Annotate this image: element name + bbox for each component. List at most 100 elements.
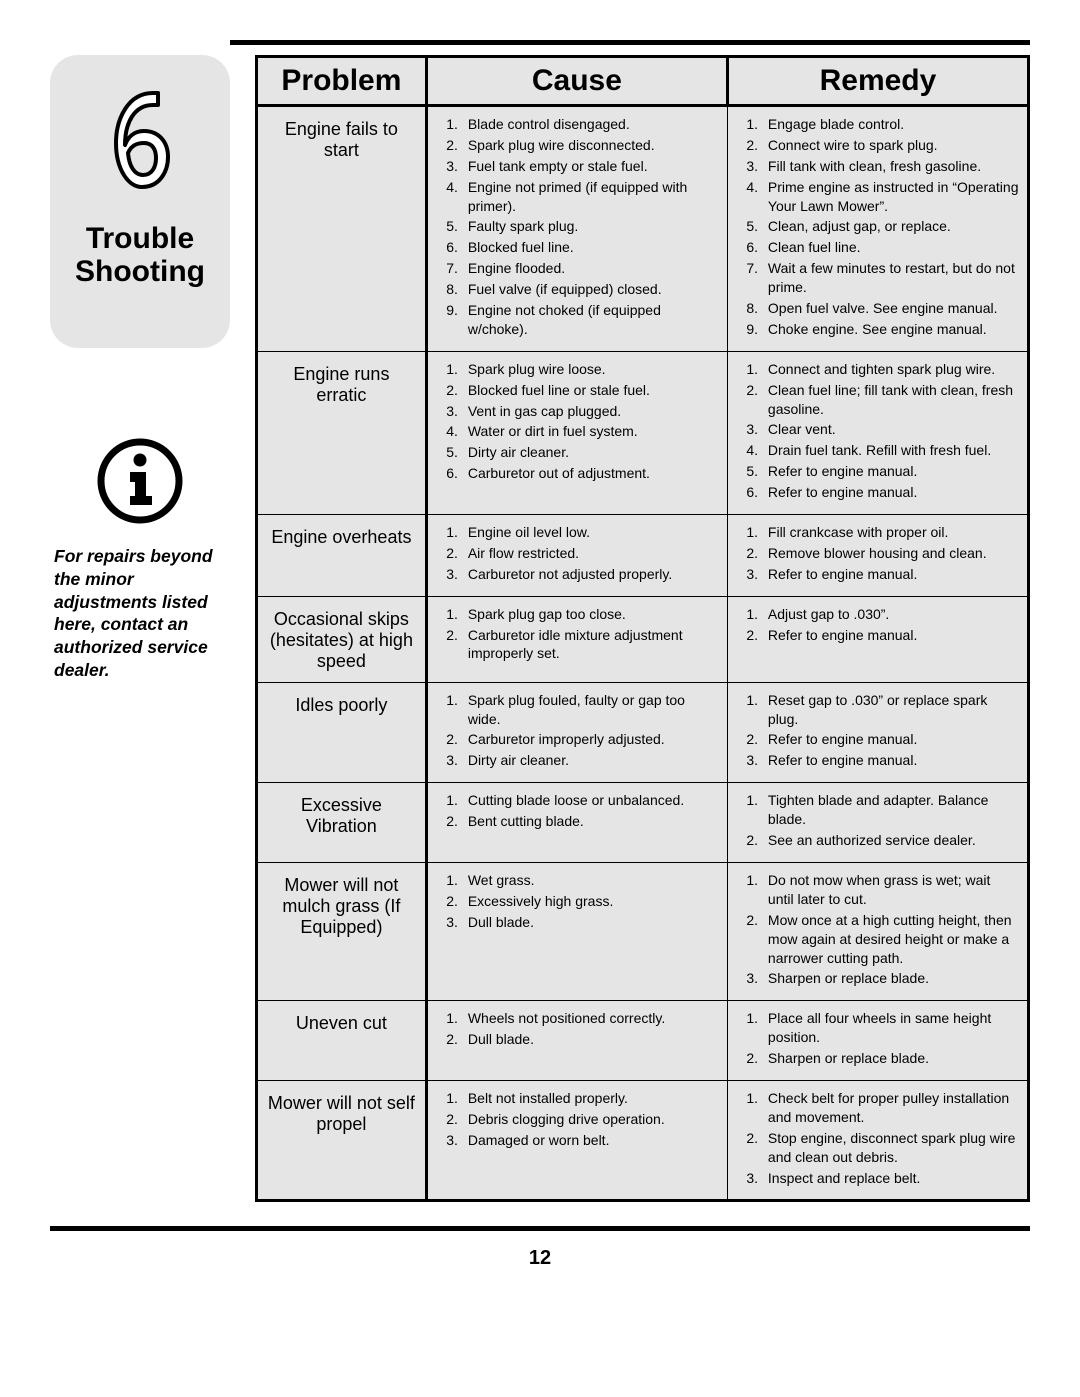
manual-page: Trouble Shooting For repairs beyond the …: [0, 0, 1080, 1397]
list-item: Mow once at a high cutting height, then …: [762, 911, 1019, 968]
cause-cell: Belt not installed properly.Debris clogg…: [426, 1080, 727, 1200]
problem-cell: Idles poorly: [257, 682, 427, 783]
cause-cell-list: Belt not installed properly.Debris clogg…: [436, 1089, 719, 1150]
list-item: Debris clogging drive operation.: [462, 1110, 719, 1129]
remedy-cell-list: Engage blade control. Connect wire to spa…: [736, 115, 1019, 339]
list-item: Carburetor idle mixture adjustment impro…: [462, 626, 719, 664]
list-item: Stop engine, disconnect spark plug wire …: [762, 1129, 1019, 1167]
table-row: Engine fails to startBlade control disen…: [257, 106, 1029, 352]
table-body: Engine fails to startBlade control disen…: [257, 106, 1029, 1201]
cause-cell: Wet grass.Excessively high grass.Dull bl…: [426, 862, 727, 1000]
list-item: Fuel tank empty or stale fuel.: [462, 157, 719, 176]
list-item: Refer to engine manual.: [762, 751, 1019, 770]
list-item: Dull blade.: [462, 913, 719, 932]
list-item: Engine not primed (if equipped with prim…: [462, 178, 719, 216]
cause-cell: Spark plug gap too close. Carburetor idle…: [426, 596, 727, 682]
list-item: Wheels not positioned correctly.: [462, 1009, 719, 1028]
list-item: Fuel valve (if equipped) closed.: [462, 280, 719, 299]
table-row: Engine overheatsEngine oil level low.Air…: [257, 515, 1029, 597]
list-item: Blocked fuel line.: [462, 238, 719, 257]
list-item: Check belt for proper pulley installatio…: [762, 1089, 1019, 1127]
list-item: Tighten blade and adapter. Balance blade…: [762, 791, 1019, 829]
cause-cell-list: Cutting blade loose or unbalanced.Bent c…: [436, 791, 719, 831]
chapter-title-line-1: Trouble: [86, 222, 194, 255]
remedy-cell: Reset gap to .030” or replace spark plug…: [727, 682, 1028, 783]
cause-cell-list: Blade control disengaged. Spark plug wire…: [436, 115, 719, 339]
list-item: Spark plug gap too close.: [462, 605, 719, 624]
table-header-row: Problem Cause Remedy: [257, 57, 1029, 106]
list-item: Connect and tighten spark plug wire.: [762, 360, 1019, 379]
list-item: Dull blade.: [462, 1030, 719, 1049]
cause-cell: Engine oil level low.Air flow restricted…: [426, 515, 727, 597]
cause-cell-list: Spark plug fouled, faulty or gap too wid…: [436, 691, 719, 771]
cause-cell-list: Wet grass.Excessively high grass.Dull bl…: [436, 871, 719, 932]
table-row: Mower will not self propelBelt not insta…: [257, 1080, 1029, 1200]
list-item: Choke engine. See engine manual.: [762, 320, 1019, 339]
list-item: Bent cutting blade.: [462, 812, 719, 831]
table-row: Idles poorly Spark plug fouled, faulty or…: [257, 682, 1029, 783]
problem-cell: Mower will not mulch grass (If Equipped): [257, 862, 427, 1000]
col-header-remedy: Remedy: [727, 57, 1028, 106]
remedy-cell: Adjust gap to .030”.Refer to engine manu…: [727, 596, 1028, 682]
content-row: Trouble Shooting For repairs beyond the …: [50, 55, 1030, 1202]
remedy-cell: Connect and tighten spark plug wire. Clea…: [727, 351, 1028, 514]
col-header-problem: Problem: [257, 57, 427, 106]
list-item: Clean fuel line; fill tank with clean, f…: [762, 381, 1019, 419]
list-item: Prime engine as instructed in “Operating…: [762, 178, 1019, 216]
troubleshooting-table: Problem Cause Remedy Engine fails to sta…: [255, 55, 1030, 1202]
chapter-title-line-2: Shooting: [75, 255, 205, 288]
cause-cell-list: Spark plug gap too close. Carburetor idle…: [436, 605, 719, 664]
list-item: Faulty spark plug.: [462, 217, 719, 236]
remedy-cell: Place all four wheels in same height pos…: [727, 1001, 1028, 1081]
cause-cell: Cutting blade loose or unbalanced.Bent c…: [426, 783, 727, 863]
list-item: Connect wire to spark plug.: [762, 136, 1019, 155]
table-row: Excessive VibrationCutting blade loose o…: [257, 783, 1029, 863]
remedy-cell: Engage blade control. Connect wire to spa…: [727, 106, 1028, 352]
cause-cell-list: Engine oil level low.Air flow restricted…: [436, 523, 719, 584]
problem-cell: Engine overheats: [257, 515, 427, 597]
remedy-cell-list: Place all four wheels in same height pos…: [736, 1009, 1019, 1068]
list-item: Air flow restricted.: [462, 544, 719, 563]
list-item: Blade control disengaged.: [462, 115, 719, 134]
list-item: Excessively high grass.: [462, 892, 719, 911]
chapter-number-icon: [98, 83, 182, 195]
list-item: Refer to engine manual.: [762, 730, 1019, 749]
list-item: Engine not choked (if equipped w/choke).: [462, 301, 719, 339]
list-item: Clean, adjust gap, or replace.: [762, 217, 1019, 236]
problem-cell: Engine fails to start: [257, 106, 427, 352]
list-item: Fill crankcase with proper oil.: [762, 523, 1019, 542]
cause-cell: Blade control disengaged. Spark plug wire…: [426, 106, 727, 352]
remedy-cell: Fill crankcase with proper oil. Remove bl…: [727, 515, 1028, 597]
list-item: Dirty air cleaner.: [462, 751, 719, 770]
table-row: Uneven cut Wheels not positioned correctl…: [257, 1001, 1029, 1081]
table-row: Engine runs erraticSpark plug wire loose…: [257, 351, 1029, 514]
page-number: 12: [50, 1247, 1030, 1270]
list-item: Do not mow when grass is wet; wait until…: [762, 871, 1019, 909]
list-item: Clear vent.: [762, 420, 1019, 439]
cause-cell: Spark plug fouled, faulty or gap too wid…: [426, 682, 727, 783]
list-item: Refer to engine manual.: [762, 626, 1019, 645]
list-item: Dirty air cleaner.: [462, 443, 719, 462]
list-item: Refer to engine manual.: [762, 483, 1019, 502]
list-item: Spark plug fouled, faulty or gap too wid…: [462, 691, 719, 729]
remedy-cell-list: Tighten blade and adapter. Balance blade…: [736, 791, 1019, 850]
list-item: Inspect and replace belt.: [762, 1169, 1019, 1188]
list-item: Engage blade control.: [762, 115, 1019, 134]
list-item: Wait a few minutes to restart, but do no…: [762, 259, 1019, 297]
list-item: Sharpen or replace blade.: [762, 1049, 1019, 1068]
remedy-cell-list: Reset gap to .030” or replace spark plug…: [736, 691, 1019, 771]
list-item: Open fuel valve. See engine manual.: [762, 299, 1019, 318]
list-item: Refer to engine manual.: [762, 462, 1019, 481]
list-item: Refer to engine manual.: [762, 565, 1019, 584]
problem-cell: Uneven cut: [257, 1001, 427, 1081]
remedy-cell-list: Do not mow when grass is wet; wait until…: [736, 871, 1019, 988]
list-item: Spark plug wire disconnected.: [462, 136, 719, 155]
list-item: Remove blower housing and clean.: [762, 544, 1019, 563]
troubleshooting-table-wrap: Problem Cause Remedy Engine fails to sta…: [255, 55, 1030, 1202]
list-item: Vent in gas cap plugged.: [462, 402, 719, 421]
list-item: Damaged or worn belt.: [462, 1131, 719, 1150]
problem-cell: Mower will not self propel: [257, 1080, 427, 1200]
remedy-cell: Check belt for proper pulley installatio…: [727, 1080, 1028, 1200]
list-item: Spark plug wire loose.: [462, 360, 719, 379]
list-item: Drain fuel tank. Refill with fresh fuel.: [762, 441, 1019, 460]
